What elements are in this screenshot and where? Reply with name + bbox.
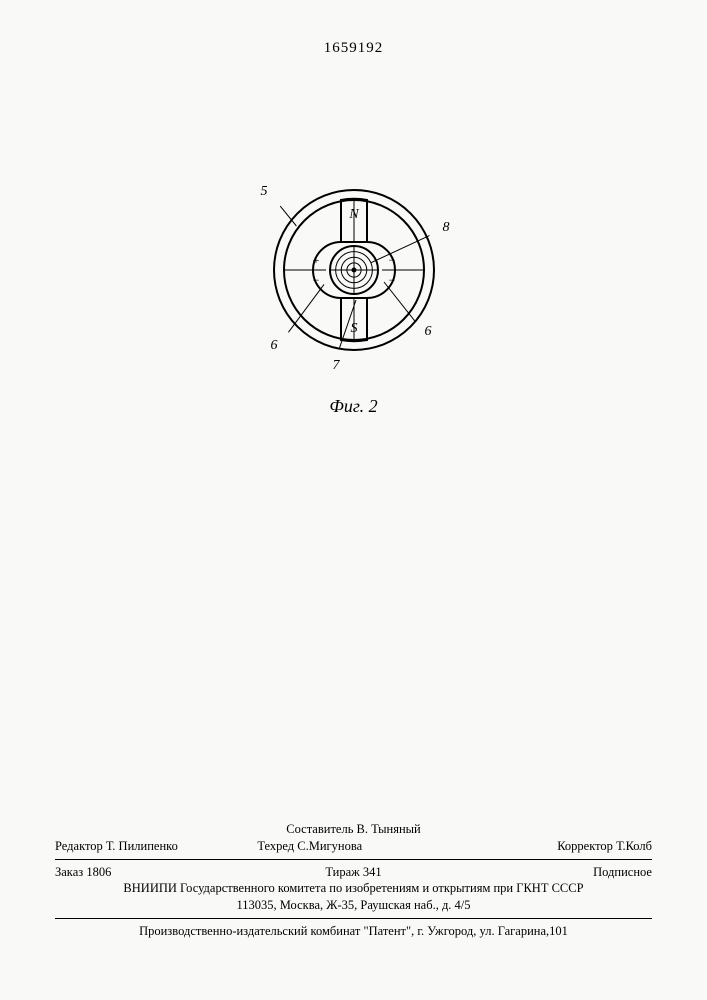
- editor-name: Т. Пилипенко: [106, 839, 178, 853]
- corrector-cell: Корректор Т.Колб: [460, 838, 652, 855]
- tirazh-value: 341: [363, 865, 382, 879]
- divider: [55, 859, 652, 860]
- order-label: Заказ: [55, 865, 83, 879]
- order-value: 1806: [86, 865, 111, 879]
- svg-text:6: 6: [270, 338, 277, 353]
- svg-text:+: +: [312, 253, 319, 267]
- techred-label: Техред: [257, 839, 294, 853]
- divider: [55, 918, 652, 919]
- vniipi-line1: ВНИИПИ Государственного комитета по изоб…: [55, 880, 652, 897]
- techred-cell: Техред С.Мигунова: [257, 838, 449, 855]
- tirazh-cell: Тираж 341: [257, 864, 449, 881]
- corrector-name: Т.Колб: [616, 839, 652, 853]
- corrector-label: Корректор: [557, 839, 613, 853]
- svg-text:6: 6: [424, 324, 431, 339]
- svg-text:N: N: [348, 207, 359, 222]
- podpis-cell: Подписное: [460, 864, 652, 881]
- figure-caption: Фиг. 2: [0, 396, 707, 417]
- svg-text:7: 7: [332, 358, 340, 373]
- press-line: Производственно-издательский комбинат "П…: [55, 923, 652, 940]
- svg-text:−: −: [312, 273, 319, 287]
- editor-label: Редактор: [55, 839, 103, 853]
- tirazh-label: Тираж: [325, 865, 359, 879]
- techred-name: С.Мигунова: [297, 839, 362, 853]
- svg-text:S: S: [350, 321, 357, 336]
- svg-text:−: −: [388, 253, 395, 267]
- imprint-block: Составитель В. Тыняный Редактор Т. Пилип…: [55, 821, 652, 940]
- order-cell: Заказ 1806: [55, 864, 247, 881]
- figure: N S + − − − 5 8 6 6 7 Фиг. 2: [0, 160, 707, 417]
- vniipi-line2: 113035, Москва, Ж-35, Раушская наб., д. …: [55, 897, 652, 914]
- figure-svg: N S + − − − 5 8 6 6 7: [224, 160, 484, 390]
- svg-text:−: −: [388, 273, 395, 287]
- editor-cell: Редактор Т. Пилипенко: [55, 838, 247, 855]
- page-number: 1659192: [0, 40, 707, 57]
- svg-text:8: 8: [442, 220, 449, 235]
- compiler-line: Составитель В. Тыняный: [55, 821, 652, 838]
- svg-text:5: 5: [260, 184, 267, 199]
